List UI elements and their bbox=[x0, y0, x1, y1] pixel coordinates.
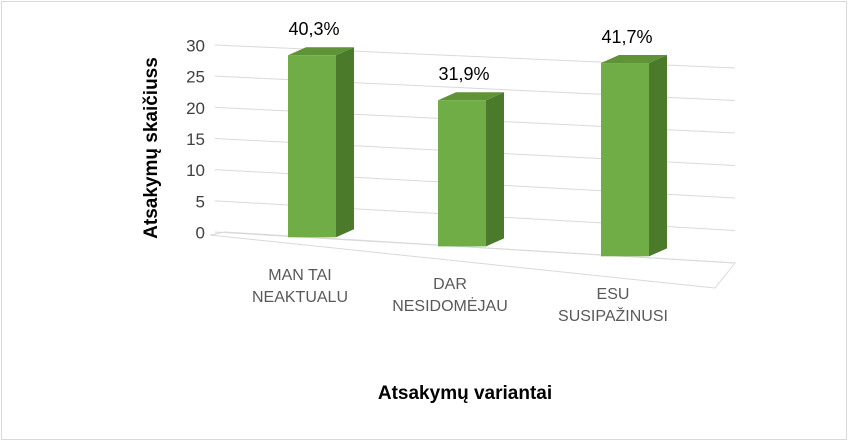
bar-side bbox=[336, 47, 354, 238]
x-axis-label: Atsakymų variantai bbox=[378, 383, 552, 404]
bar-top bbox=[438, 92, 504, 101]
y-tick-label: 25 bbox=[186, 68, 205, 87]
bar bbox=[438, 100, 486, 247]
bar bbox=[288, 55, 336, 238]
y-tick-label: 0 bbox=[196, 223, 205, 242]
bar-top bbox=[601, 55, 667, 64]
y-tick-label: 20 bbox=[186, 99, 205, 118]
bar bbox=[601, 63, 649, 257]
x-tick-label: MAN TAI NEAKTUALU bbox=[251, 267, 349, 307]
bar-side bbox=[649, 55, 667, 257]
bar-side bbox=[486, 92, 504, 247]
data-label: 41,7% bbox=[601, 27, 652, 47]
y-tick-label: 15 bbox=[186, 130, 205, 149]
data-label: 31,9% bbox=[438, 64, 489, 84]
y-axis-label: Atsakymų skaičiuss bbox=[141, 57, 162, 239]
x-tick-label: ESU SUSIPAŽINUSI bbox=[558, 286, 668, 326]
x-tick-label: DAR NESIDOMĖJAU bbox=[392, 276, 508, 316]
y-tick-label: 10 bbox=[186, 161, 205, 180]
y-tick-label: 5 bbox=[196, 192, 205, 211]
bar-top bbox=[288, 47, 354, 56]
y-tick-label: 30 bbox=[186, 36, 205, 55]
data-label: 40,3% bbox=[288, 19, 339, 39]
